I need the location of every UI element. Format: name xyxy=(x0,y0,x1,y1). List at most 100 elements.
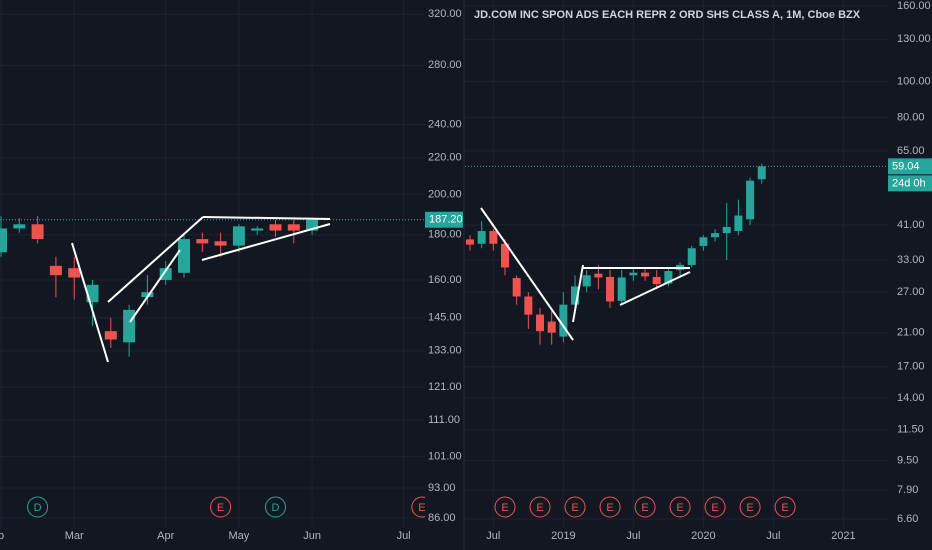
price-tag-label: 187.20 xyxy=(429,214,463,226)
candle-body xyxy=(68,268,81,278)
x-tick-label: 2021 xyxy=(831,530,855,542)
event-label: E xyxy=(781,502,788,514)
candle-body xyxy=(746,180,755,220)
y-tick-label: 9.50 xyxy=(897,454,918,466)
candle-body xyxy=(757,166,766,180)
y-tick-label: 21.00 xyxy=(897,327,925,339)
event-label: E xyxy=(536,502,543,514)
drawings-left xyxy=(71,216,331,363)
y-tick-label: 160.00 xyxy=(428,274,462,286)
candle-body xyxy=(652,276,661,285)
candle-body xyxy=(547,321,556,333)
candle-body xyxy=(699,237,708,246)
y-tick-label: 65.00 xyxy=(897,145,925,157)
candle-body xyxy=(501,243,510,268)
event-label: E xyxy=(606,502,613,514)
y-tick-label: 180.00 xyxy=(428,229,462,241)
candle-body xyxy=(594,273,603,278)
event-marker xyxy=(774,496,796,518)
candle-body xyxy=(571,286,580,305)
event-marker xyxy=(265,496,286,518)
candle-body xyxy=(582,275,591,287)
y-tick-label: 93.00 xyxy=(428,482,456,494)
candle-body xyxy=(0,228,7,253)
candle-body xyxy=(269,224,282,231)
event-marker xyxy=(494,496,516,518)
x-tick-label: Jul xyxy=(397,530,411,542)
y-tick-label: 80.00 xyxy=(897,111,925,123)
candle-body xyxy=(196,239,209,244)
x-tick-label: Apr xyxy=(157,530,174,542)
candle-body xyxy=(536,314,545,332)
y-tick-label: 145.00 xyxy=(428,312,462,324)
candle-body xyxy=(617,277,626,301)
event-label: E xyxy=(746,502,753,514)
event-label: E xyxy=(711,502,718,514)
candle-body xyxy=(687,248,696,265)
candle-body xyxy=(722,227,731,234)
y-tick-label: 33.00 xyxy=(897,254,925,266)
candle-body xyxy=(13,224,26,229)
y-tick-label: 7.90 xyxy=(897,484,918,496)
y-tick-label: 86.00 xyxy=(428,512,456,524)
event-label: E xyxy=(217,502,224,514)
event-marker xyxy=(529,496,551,518)
countdown-tag xyxy=(888,175,932,192)
candle-body xyxy=(641,272,650,277)
x-tick-label: 2020 xyxy=(691,530,715,542)
event-marker xyxy=(564,496,586,518)
y-tick-label: 6.60 xyxy=(897,513,918,525)
price-tag xyxy=(425,211,463,228)
y-tick-label: 280.00 xyxy=(428,59,462,71)
candle-body xyxy=(159,268,172,280)
right-axes: 160.00 130.00 100.00 80.00 65.00 41.00 33.00 27… xyxy=(888,0,932,525)
event-label: E xyxy=(418,502,425,514)
x-tick-label: Jun xyxy=(303,530,321,542)
y-tick-label: 320.00 xyxy=(428,8,462,20)
price-tag-label: 59.04 xyxy=(892,160,920,172)
x-tick-label: Mar xyxy=(65,530,84,542)
candle-body xyxy=(287,224,300,231)
event-marker xyxy=(599,496,621,518)
event-label: E xyxy=(676,502,683,514)
trend-line xyxy=(480,207,574,341)
x-tick-label: 2019 xyxy=(551,530,575,542)
y-tick-label: 100.00 xyxy=(897,75,931,87)
y-tick-label: 240.00 xyxy=(428,118,462,130)
trend-line xyxy=(201,223,331,261)
price-tag xyxy=(888,158,932,175)
y-tick-label: 41.00 xyxy=(897,219,925,231)
y-tick-label: 111.00 xyxy=(428,414,460,426)
x-tick-label: Jul xyxy=(766,530,780,542)
candle-body xyxy=(512,278,521,297)
drawings-right xyxy=(480,207,691,341)
y-tick-label: 133.00 xyxy=(428,345,462,357)
event-marker xyxy=(210,496,232,518)
candle-body xyxy=(306,219,319,231)
candle-body xyxy=(477,231,486,244)
x-tick-label: Jul xyxy=(486,530,500,542)
candle-body xyxy=(489,231,498,244)
left-axes: 320.00 280.00 240.00 220.00 200.00 180.00 160.… xyxy=(425,8,463,524)
candle-body xyxy=(49,265,62,276)
candle-body xyxy=(629,272,638,276)
event-marker xyxy=(411,496,425,518)
trend-line xyxy=(107,216,204,303)
x-tick-label: Jul xyxy=(626,530,640,542)
trend-line xyxy=(71,242,109,363)
candle-body xyxy=(559,304,568,337)
y-tick-label: 27.00 xyxy=(897,286,925,298)
y-tick-label: 220.00 xyxy=(428,152,462,164)
y-tick-label: 17.00 xyxy=(897,361,925,373)
event-label: D xyxy=(34,502,42,514)
candle-body xyxy=(141,292,154,298)
candle-body xyxy=(232,226,245,246)
candle-body xyxy=(214,241,227,246)
candle-body xyxy=(664,271,673,284)
trend-line xyxy=(572,264,584,323)
